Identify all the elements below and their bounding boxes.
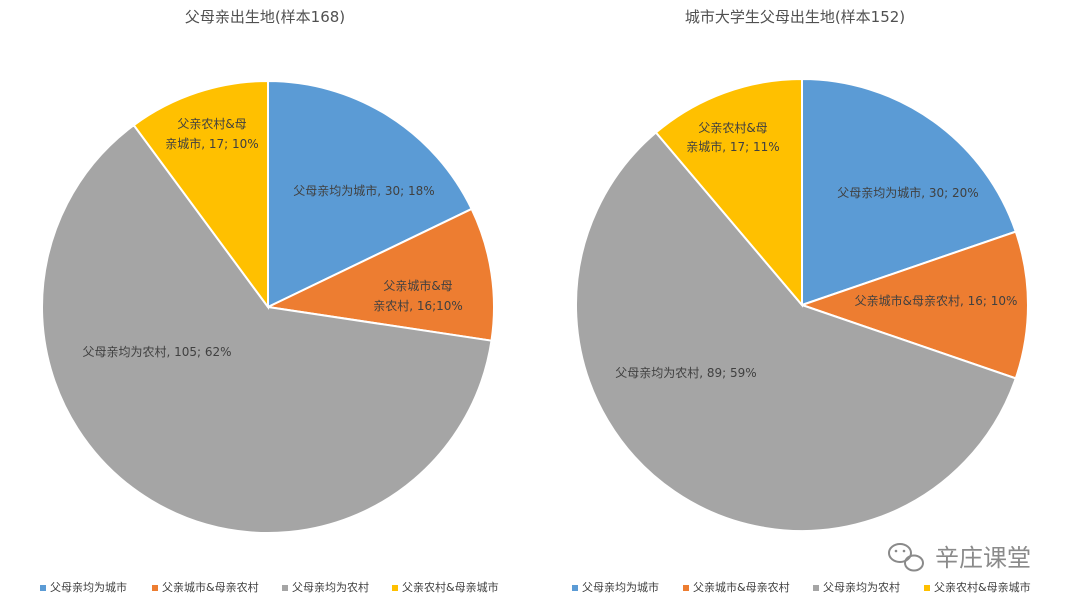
chart-1-slice-father-city-mother-rural bbox=[264, 207, 495, 342]
chart-1-label-father-rural-mother-city: 父亲农村&母亲城市, 17; 10% bbox=[165, 117, 258, 151]
chart-2-legend-label-father-city-mother-rural: 父亲城市&母亲农村 bbox=[693, 580, 790, 594]
chart-1-legend-label-both-rural: 父母亲均为农村 bbox=[292, 580, 369, 594]
chart-2-slice-father-rural-mother-city bbox=[654, 77, 803, 308]
chart-2-legend-label-father-rural-mother-city: 父亲农村&母亲城市 bbox=[934, 580, 1031, 594]
wechat-icon bbox=[888, 543, 924, 572]
chart-2-legend-label-both-city: 父母亲均为城市 bbox=[582, 580, 659, 594]
chart-1-slice-father-rural-mother-city bbox=[132, 79, 269, 311]
chart-1-legend-swatch-both-rural bbox=[282, 585, 288, 591]
chart-2-legend-label-both-rural: 父母亲均为农村 bbox=[823, 580, 900, 594]
chart-1-legend-swatch-father-rural-mother-city bbox=[392, 585, 398, 591]
watermark: 辛庄课堂 bbox=[888, 543, 1031, 572]
chart-1-label-both-city: 父母亲均为城市, 30; 18% bbox=[293, 183, 434, 198]
chart-2-legend-swatch-father-rural-mother-city bbox=[924, 585, 930, 591]
chart-2-slice-both-city bbox=[801, 77, 1018, 307]
chart-1-legend-swatch-father-city-mother-rural bbox=[152, 585, 158, 591]
chart-2-slice-labels: 父母亲均为城市, 30; 20% 父亲城市&母亲农村, 16; 10% 父母亲均为农… bbox=[615, 121, 1017, 380]
watermark-text: 辛庄课堂 bbox=[935, 544, 1031, 572]
chart-2-label-father-rural-mother-city: 父亲农村&母亲城市, 17; 11% bbox=[686, 121, 779, 154]
chart-1-legend-label-father-city-mother-rural: 父亲城市&母亲农村 bbox=[162, 580, 259, 594]
chart-1-slice-labels: 父母亲均为城市, 30; 18% 父亲城市&母亲农村, 16;10% 父母亲均为农村… bbox=[82, 117, 462, 359]
chart-2: 城市大学生父母出生地(样本152) 父母亲均为城市, 30; 20% 父亲城市&母… bbox=[572, 8, 1031, 594]
chart-1-legend-label-father-rural-mother-city: 父亲农村&母亲城市 bbox=[402, 580, 499, 594]
chart-1-legend: 父母亲均为城市 父亲城市&母亲农村 父母亲均为农村 父亲农村&母亲城市 bbox=[40, 580, 499, 594]
chart-1-pie bbox=[41, 79, 495, 534]
chart-2-legend: 父母亲均为城市 父亲城市&母亲农村 父母亲均为农村 父亲农村&母亲城市 bbox=[572, 580, 1031, 594]
chart-2-legend-swatch-both-rural bbox=[813, 585, 819, 591]
chart-2-pie bbox=[575, 77, 1029, 532]
chart-2-legend-swatch-both-city bbox=[572, 585, 578, 591]
chart-2-label-both-city: 父母亲均为城市, 30; 20% bbox=[837, 185, 978, 200]
chart-1: 父母亲出生地(样本168) 父母亲均为城市, 30; 18% 父亲城市&母亲农村,… bbox=[40, 8, 499, 594]
chart-2-title: 城市大学生父母出生地(样本152) bbox=[685, 8, 905, 26]
chart-1-legend-swatch-both-city bbox=[40, 585, 46, 591]
chart-2-legend-swatch-father-city-mother-rural bbox=[683, 585, 689, 591]
chart-1-label-both-rural: 父母亲均为农村, 105; 62% bbox=[82, 345, 231, 359]
chart-2-label-both-rural: 父母亲均为农村, 89; 59% bbox=[615, 366, 756, 380]
chart-1-title: 父母亲出生地(样本168) bbox=[185, 8, 345, 26]
chart-1-slice-both-rural bbox=[41, 123, 493, 534]
chart-1-label-father-city-mother-rural: 父亲城市&母亲农村, 16;10% bbox=[373, 278, 463, 313]
chart-2-slice-father-city-mother-rural bbox=[798, 230, 1029, 380]
chart-2-label-father-city-mother-rural: 父亲城市&母亲农村, 16; 10% bbox=[855, 293, 1018, 308]
chart-1-slice-both-city bbox=[267, 79, 473, 309]
chart-1-legend-label-both-city: 父母亲均为城市 bbox=[50, 580, 127, 594]
chart-2-slice-both-rural bbox=[575, 131, 1018, 532]
